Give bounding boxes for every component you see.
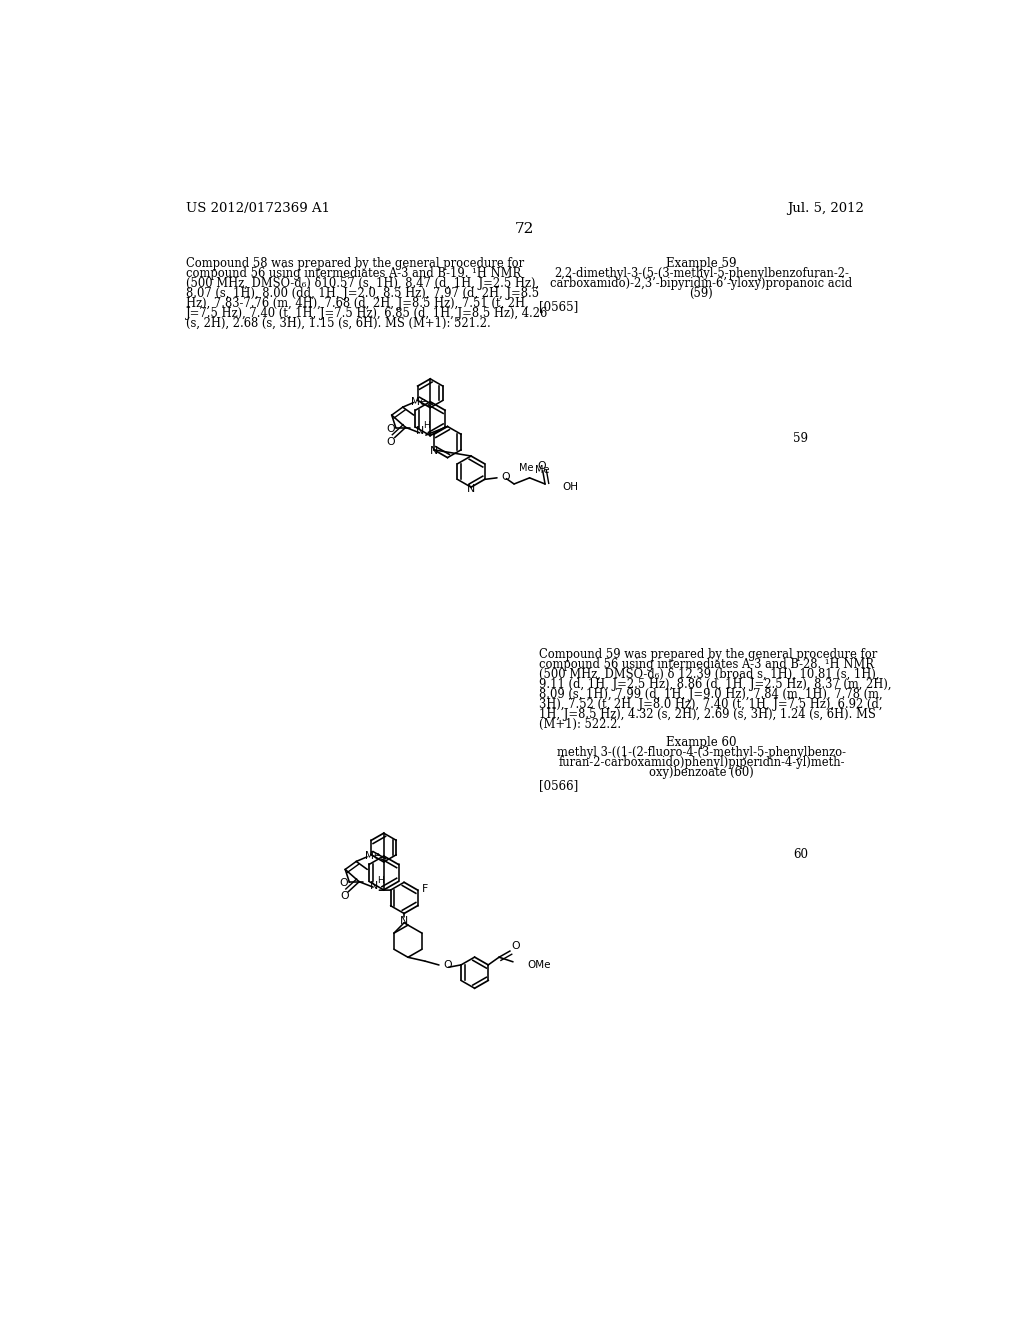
- Text: 2,2-dimethyl-3-(5-(3-methyl-5-phenylbenzofuran-2-: 2,2-dimethyl-3-(5-(3-methyl-5-phenylbenz…: [554, 267, 849, 280]
- Text: 8.07 (s, 1H), 8.00 (dd, 1H, J=2.0, 8.5 Hz), 7.97 (d, 2H, J=8.5: 8.07 (s, 1H), 8.00 (dd, 1H, J=2.0, 8.5 H…: [186, 286, 540, 300]
- Text: 1H, J=8.5 Hz), 4.32 (s, 2H), 2.69 (s, 3H), 1.24 (s, 6H). MS: 1H, J=8.5 Hz), 4.32 (s, 2H), 2.69 (s, 3H…: [539, 708, 876, 721]
- Text: OMe: OMe: [527, 960, 551, 970]
- Text: US 2012/0172369 A1: US 2012/0172369 A1: [186, 202, 330, 215]
- Text: O: O: [502, 473, 510, 482]
- Text: (M+1): 522.2.: (M+1): 522.2.: [539, 718, 621, 731]
- Text: Me: Me: [535, 465, 549, 475]
- Text: Example 60: Example 60: [667, 737, 736, 748]
- Text: carboxamido)-2,3’-bipyridin-6’-yloxy)propanoic acid: carboxamido)-2,3’-bipyridin-6’-yloxy)pro…: [550, 277, 853, 290]
- Text: 72: 72: [515, 222, 535, 235]
- Text: O: O: [387, 437, 395, 447]
- Text: compound 56 using intermediates A-3 and B-28. ¹H NMR: compound 56 using intermediates A-3 and …: [539, 659, 873, 671]
- Text: Me: Me: [412, 397, 427, 407]
- Text: H: H: [377, 875, 383, 884]
- Text: 59: 59: [794, 432, 809, 445]
- Text: OH: OH: [562, 482, 579, 492]
- Text: N: N: [370, 880, 378, 891]
- Text: 3H), 7.52 (t, 2H, J=8.0 Hz), 7.40 (t, 1H, J=7.5 Hz), 6.92 (d,: 3H), 7.52 (t, 2H, J=8.0 Hz), 7.40 (t, 1H…: [539, 698, 883, 711]
- Text: [0565]: [0565]: [539, 300, 578, 313]
- Text: H: H: [423, 421, 430, 430]
- Text: O: O: [443, 960, 453, 970]
- Text: Example 59: Example 59: [667, 257, 736, 271]
- Text: Hz), 7.83-7.76 (m, 4H), 7.68 (d, 2H, J=8.5 Hz), 7.51 (t, 2H,: Hz), 7.83-7.76 (m, 4H), 7.68 (d, 2H, J=8…: [186, 297, 528, 310]
- Text: [0566]: [0566]: [539, 779, 578, 792]
- Text: N: N: [400, 916, 409, 927]
- Text: oxy)benzoate (60): oxy)benzoate (60): [649, 766, 754, 779]
- Text: O: O: [512, 941, 520, 952]
- Text: 60: 60: [794, 847, 809, 861]
- Text: 8.09 (s, 1H), 7.99 (d, 1H, J=9.0 Hz), 7.84 (m, 1H), 7.78 (m,: 8.09 (s, 1H), 7.99 (d, 1H, J=9.0 Hz), 7.…: [539, 688, 883, 701]
- Text: O: O: [340, 878, 348, 888]
- Text: Compound 58 was prepared by the general procedure for: Compound 58 was prepared by the general …: [186, 257, 524, 271]
- Text: compound 56 using intermediates A-3 and B-19. ¹H NMR: compound 56 using intermediates A-3 and …: [186, 267, 521, 280]
- Text: furan-2-carboxamido)phenyl)piperidin-4-yl)meth-: furan-2-carboxamido)phenyl)piperidin-4-y…: [558, 756, 845, 770]
- Text: O: O: [340, 891, 349, 902]
- Text: (s, 2H), 2.68 (s, 3H), 1.15 (s, 6H). MS (M+1): 521.2.: (s, 2H), 2.68 (s, 3H), 1.15 (s, 6H). MS …: [186, 317, 490, 330]
- Text: 9.11 (d, 1H, J=2.5 Hz), 8.86 (d, 1H, J=2.5 Hz), 8.37 (m, 2H),: 9.11 (d, 1H, J=2.5 Hz), 8.86 (d, 1H, J=2…: [539, 678, 891, 692]
- Text: F: F: [422, 883, 429, 894]
- Text: Jul. 5, 2012: Jul. 5, 2012: [787, 202, 864, 215]
- Text: methyl 3-((1-(2-fluoro-4-(3-methyl-5-phenylbenzo-: methyl 3-((1-(2-fluoro-4-(3-methyl-5-phe…: [557, 746, 846, 759]
- Text: (500 MHz, DMSO-d₆) δ 12.39 (broad s, 1H), 10.81 (s, 1H),: (500 MHz, DMSO-d₆) δ 12.39 (broad s, 1H)…: [539, 668, 880, 681]
- Text: Me: Me: [365, 851, 380, 861]
- Text: J=7.5 Hz), 7.40 (t, 1H, J=7.5 Hz), 6.85 (d, 1H, J=8.5 Hz), 4.26: J=7.5 Hz), 7.40 (t, 1H, J=7.5 Hz), 6.85 …: [186, 308, 549, 319]
- Text: O: O: [386, 424, 395, 434]
- Text: Compound 59 was prepared by the general procedure for: Compound 59 was prepared by the general …: [539, 648, 877, 661]
- Text: Me: Me: [519, 463, 534, 473]
- Text: N: N: [467, 484, 475, 495]
- Text: N: N: [416, 426, 425, 437]
- Text: (59): (59): [689, 286, 714, 300]
- Text: O: O: [537, 461, 546, 470]
- Text: N: N: [430, 446, 438, 457]
- Text: (500 MHz, DMSO-d₆) δ10.57 (s, 1H), 8.47 (d, 1H, J=2.5 Hz),: (500 MHz, DMSO-d₆) δ10.57 (s, 1H), 8.47 …: [186, 277, 540, 290]
